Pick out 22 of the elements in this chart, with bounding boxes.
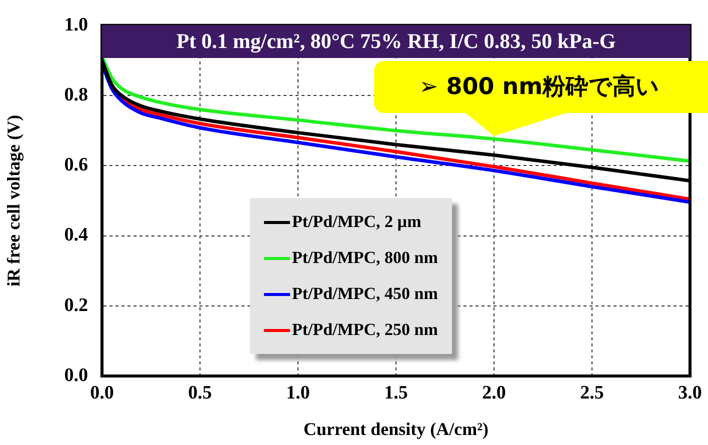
x-tick-label: 2.5 [580,382,604,404]
x-tick-label: 1.5 [384,382,408,404]
y-tick-label: 0.6 [64,154,88,176]
y-axis-title: iR free cell voltage (V) [3,114,24,286]
y-tick-label: 0.2 [64,294,88,316]
annotation: ➢ 800 nm粉砕で高い [374,60,708,113]
legend-label: Pt/Pd/MPC, 800 nm [292,248,438,268]
legend-label: Pt/Pd/MPC, 450 nm [292,284,438,304]
legend-label: Pt/Pd/MPC, 2 µm [292,212,422,232]
line-series [102,55,690,163]
title-banner: Pt 0.1 mg/cm², 80°C 75% RH, I/C 0.83, 50 kPa-G [102,25,690,58]
x-tick-label: 3.0 [678,382,702,404]
y-tick-label: 1.0 [64,14,88,36]
x-axis-title: Current density (A/cm²) [303,418,489,439]
x-tick-label: 1.0 [286,382,310,404]
y-tick-label: 0.8 [64,84,88,106]
x-tick-label: 0.0 [90,382,114,404]
x-tick-label: 2.0 [482,382,506,404]
y-tick-label: 0.0 [64,364,88,386]
legend-label: Pt/Pd/MPC, 250 nm [292,320,438,340]
x-tick-label: 0.5 [188,382,212,404]
y-tick-label: 0.4 [64,224,88,246]
